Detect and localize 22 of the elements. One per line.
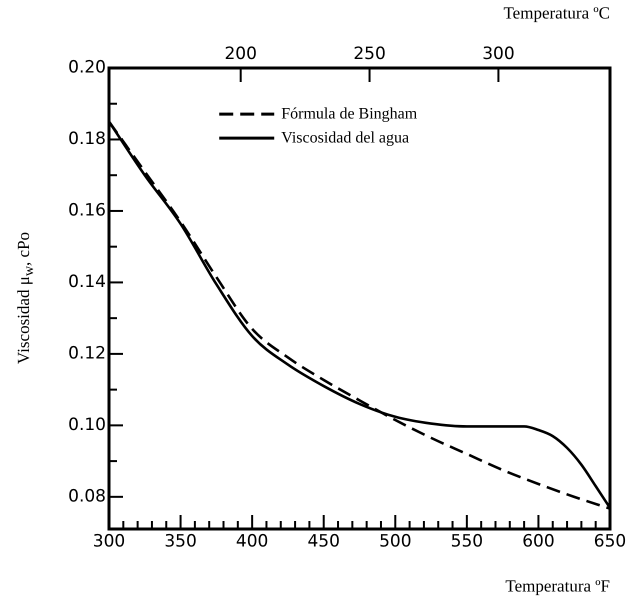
x-tick-label: 300 [92,532,126,552]
y-tick-label: 0.14 [68,272,106,292]
x-tick-label: 350 [164,532,197,552]
x-tick-label: 450 [307,532,340,552]
x2-tick-label: 250 [353,44,386,64]
x-tick-label: 600 [522,532,555,552]
x-axis-title: Temperatura ºF [505,576,610,596]
x2-axis-title: Temperatura ºC [503,4,610,23]
x-tick-label: 500 [379,532,412,552]
legend-label: Fórmula de Bingham [281,105,418,122]
y-tick-label: 0.20 [68,57,106,78]
y-tick-label: 0.18 [68,128,106,149]
x-tick-label: 550 [450,532,484,552]
y-tick-label: 0.08 [68,486,106,506]
legend-label: Viscosidad del agua [281,129,410,146]
x-tick-label: 400 [236,532,268,552]
y-tick-label: 0.10 [68,414,106,435]
x2-tick-label: 300 [482,44,515,64]
x2-tick-label: 200 [224,44,257,64]
x-tick-label: 650 [594,532,626,552]
y-tick-label: 0.16 [68,200,106,220]
y-tick-label: 0.12 [68,343,106,364]
